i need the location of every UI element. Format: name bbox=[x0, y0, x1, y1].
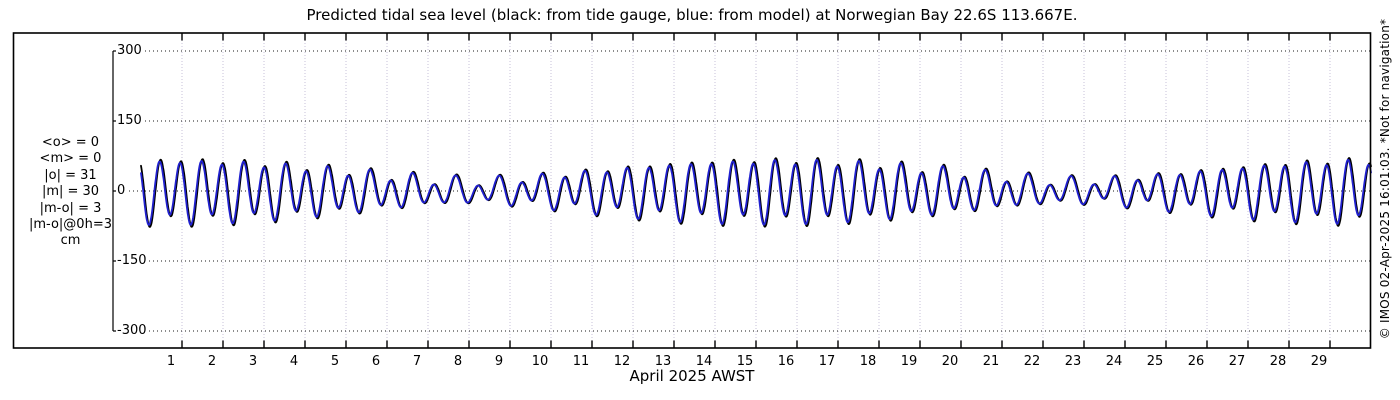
plot-border bbox=[12, 32, 1372, 349]
x-tick-label: 19 bbox=[900, 354, 918, 369]
x-tick-label: 29 bbox=[1310, 354, 1328, 369]
x-tick-label: 20 bbox=[941, 354, 959, 369]
y-tick-label: 300 bbox=[116, 43, 143, 58]
x-tick-label: 24 bbox=[1105, 354, 1123, 369]
x-tick-label: 16 bbox=[777, 354, 795, 369]
x-tick-label: 23 bbox=[1064, 354, 1082, 369]
x-tick-label: 4 bbox=[289, 354, 299, 369]
x-tick-label: 5 bbox=[330, 354, 340, 369]
stats-block: <o> = 0 <m> = 0 |o| = 31 |m| = 30 |m-o| … bbox=[0, 135, 141, 250]
x-tick-label: 12 bbox=[613, 354, 631, 369]
x-tick-label: 2 bbox=[207, 354, 217, 369]
copyright-watermark: © IMOS 02-Apr-2025 16:01:03. *Not for na… bbox=[1378, 18, 1392, 340]
x-tick-label: 3 bbox=[248, 354, 258, 369]
x-tick-label: 9 bbox=[494, 354, 504, 369]
x-tick-label: 26 bbox=[1187, 354, 1205, 369]
stat-line-abs-obs: |o| = 31 bbox=[44, 167, 97, 183]
x-tick-label: 6 bbox=[371, 354, 381, 369]
x-tick-label: 8 bbox=[453, 354, 463, 369]
x-tick-label: 13 bbox=[654, 354, 672, 369]
x-tick-label: 14 bbox=[695, 354, 713, 369]
stat-line-mean-model: <m> = 0 bbox=[39, 151, 102, 167]
x-axis-label: April 2025 AWST bbox=[629, 367, 755, 385]
x-tick-label: 15 bbox=[736, 354, 754, 369]
chart-title: Predicted tidal sea level (black: from t… bbox=[306, 6, 1078, 24]
y-tick-label: 150 bbox=[116, 113, 143, 128]
x-tick-label: 21 bbox=[982, 354, 1000, 369]
x-tick-label: 10 bbox=[531, 354, 549, 369]
x-tick-label: 7 bbox=[412, 354, 422, 369]
x-tick-label: 11 bbox=[572, 354, 590, 369]
stat-line-mean-obs: <o> = 0 bbox=[41, 135, 100, 150]
x-tick-label: 22 bbox=[1023, 354, 1041, 369]
stat-line-abs-model: |m| = 30 bbox=[41, 184, 100, 200]
y-tick-label: -300 bbox=[116, 323, 148, 338]
x-tick-label: 25 bbox=[1146, 354, 1164, 369]
x-tick-label: 17 bbox=[818, 354, 836, 369]
model-curve bbox=[140, 158, 1372, 226]
y-tick-label: -150 bbox=[116, 253, 148, 268]
stat-line-unit: cm bbox=[60, 233, 81, 249]
y-tick-label: 0 bbox=[116, 183, 127, 198]
x-tick-label: 28 bbox=[1269, 354, 1287, 369]
x-tick-label: 27 bbox=[1228, 354, 1246, 369]
stat-line-abs-diff: |m-o| = 3 bbox=[39, 200, 102, 216]
x-tick-label: 18 bbox=[859, 354, 877, 369]
stat-line-diff-0h: |m-o|@0h=3 bbox=[29, 217, 112, 233]
x-tick-label: 1 bbox=[166, 354, 176, 369]
